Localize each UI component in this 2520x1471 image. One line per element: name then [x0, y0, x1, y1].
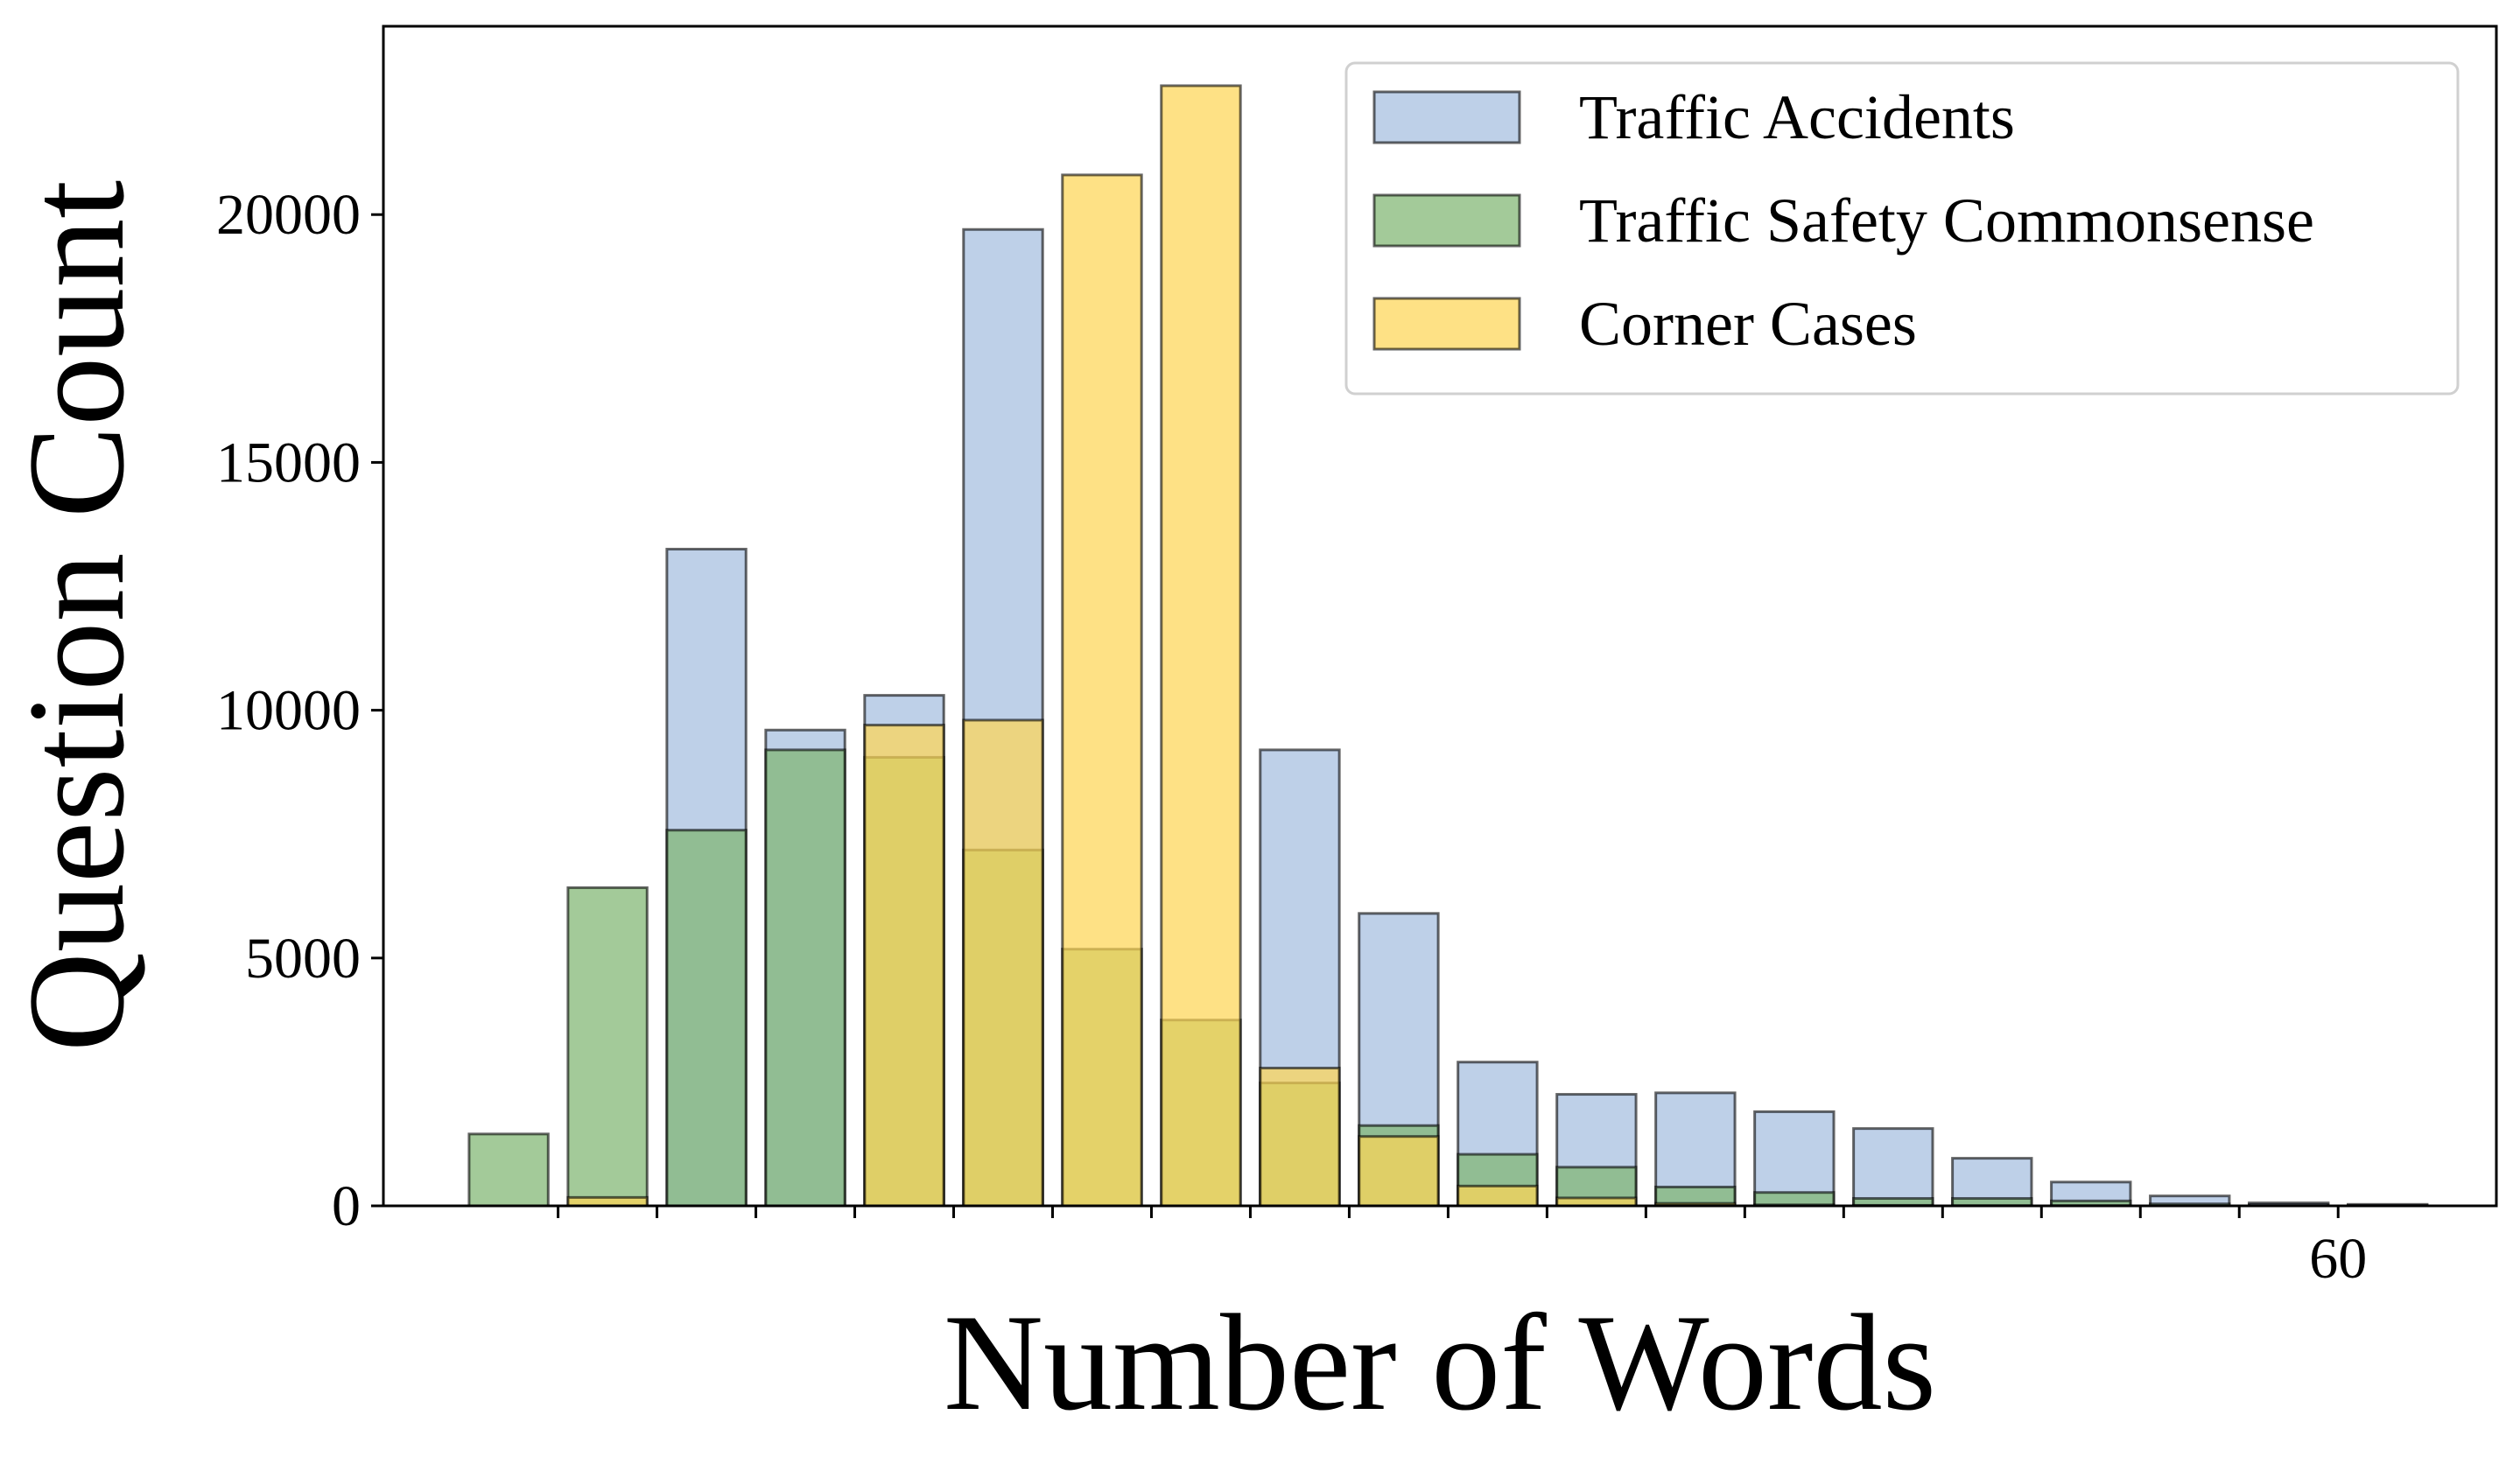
legend: Traffic Accidents Traffic Safety Commonse… [1346, 63, 2458, 394]
legend-swatch-traffic-accidents [1374, 92, 1520, 143]
x-axis: 60 [558, 1206, 2368, 1291]
y-axis: 0 5000 10000 15000 20000 [216, 183, 383, 1238]
legend-label-traffic-safety-commonsense: Traffic Safety Commonsense [1579, 186, 2314, 256]
bar [865, 725, 944, 1206]
legend-label-corner-cases: Corner Cases [1579, 289, 1917, 359]
bar [1260, 1068, 1339, 1206]
legend-label-traffic-accidents: Traffic Accidents [1579, 82, 2015, 152]
bar [766, 750, 845, 1206]
bar [1854, 1129, 1933, 1206]
y-tick-label: 20000 [216, 183, 361, 247]
bar [964, 720, 1042, 1206]
y-tick-label: 10000 [216, 679, 361, 743]
bar [667, 830, 746, 1206]
bar [1359, 1137, 1438, 1206]
x-tick-label: 60 [2309, 1227, 2367, 1291]
bar [1063, 175, 1141, 1206]
x-axis-label: Number of Words [944, 1286, 1936, 1439]
bar [469, 1134, 548, 1206]
y-tick-label: 15000 [216, 431, 361, 494]
y-tick-label: 0 [332, 1174, 361, 1238]
y-axis-label: Question Count [0, 180, 153, 1052]
legend-swatch-traffic-safety-commonsense [1374, 195, 1520, 246]
bar [568, 887, 647, 1206]
series-traffic-safety-commonsense [469, 750, 2427, 1206]
bar [1162, 86, 1240, 1206]
legend-swatch-corner-cases [1374, 298, 1520, 349]
bar [1458, 1186, 1537, 1206]
y-tick-label: 5000 [245, 927, 361, 991]
